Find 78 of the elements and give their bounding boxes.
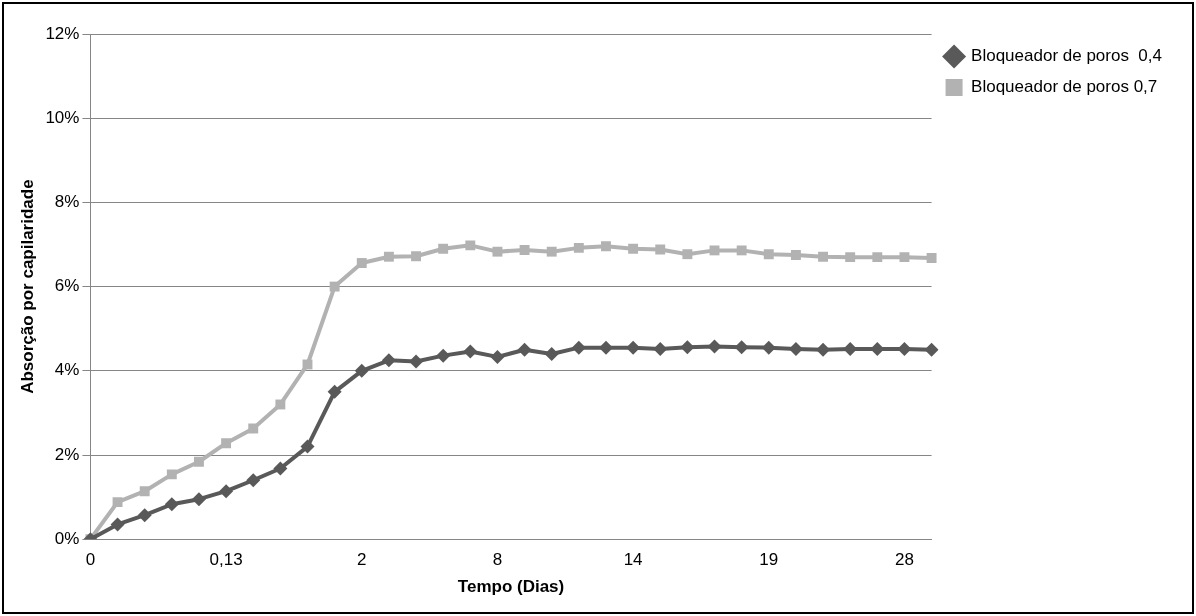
point (818, 251, 828, 262)
point (709, 245, 720, 256)
x-tick-label: 0,13 (209, 550, 243, 570)
y-tick-label: 4% (54, 360, 80, 380)
y-tick-label: 2% (54, 444, 80, 464)
point (327, 384, 342, 399)
legend-label: Bloqueador de poros 0,4 (971, 46, 1162, 66)
point (409, 354, 424, 369)
point (194, 456, 204, 467)
point (166, 469, 177, 480)
point (626, 340, 641, 355)
point (573, 242, 584, 253)
point (436, 348, 451, 363)
point (110, 517, 125, 532)
x-tick-label: 0 (85, 550, 96, 570)
point (845, 252, 856, 263)
point (191, 492, 206, 507)
point (381, 353, 396, 368)
point (628, 243, 639, 254)
point (139, 486, 150, 497)
point (546, 246, 557, 257)
x-tick-label: 19 (759, 550, 779, 570)
y-tick-label: 12% (45, 23, 80, 43)
point (137, 508, 152, 523)
point (492, 246, 503, 257)
point (112, 497, 123, 508)
point (926, 253, 937, 263)
point (680, 340, 695, 355)
point (221, 438, 232, 449)
point (598, 340, 613, 355)
x-tick-label: 2 (357, 550, 367, 570)
point (354, 363, 369, 378)
point (736, 245, 747, 256)
x-tick-label: 28 (894, 550, 914, 570)
x-axis-title: Tempo (Dias) (457, 577, 565, 597)
point (761, 340, 776, 355)
point (601, 241, 611, 252)
point (899, 252, 910, 263)
point (788, 341, 803, 356)
point (438, 243, 449, 254)
point (924, 342, 939, 357)
point (655, 244, 666, 255)
point (219, 484, 234, 499)
point (816, 342, 831, 357)
point (273, 461, 288, 476)
point (897, 341, 912, 356)
point (275, 399, 286, 410)
point (517, 342, 532, 357)
point (246, 473, 261, 488)
point (300, 439, 315, 454)
x-tick-label: 14 (623, 550, 643, 570)
point (571, 340, 586, 355)
point (463, 344, 478, 359)
point (329, 281, 340, 292)
point (383, 251, 394, 262)
point (356, 258, 367, 268)
point (707, 339, 722, 354)
x-tick-label: 8 (492, 550, 503, 570)
point (734, 340, 749, 355)
y-tick-label: 8% (54, 192, 80, 212)
point (490, 349, 505, 364)
point (519, 245, 530, 255)
point (465, 240, 476, 251)
y-axis-title: Absorção por capilaridade (17, 179, 37, 394)
point (164, 497, 179, 512)
point (411, 251, 421, 262)
y-tick-label: 10% (45, 107, 80, 127)
point (653, 341, 668, 356)
point (870, 341, 885, 356)
point (544, 346, 559, 361)
point (872, 252, 883, 263)
point (682, 249, 693, 260)
y-tick-label: 0% (54, 528, 80, 548)
point (763, 249, 774, 260)
point (790, 250, 801, 260)
point (248, 423, 259, 434)
legend-label: Bloqueador de poros 0,7 (971, 77, 1158, 97)
y-tick-label: 6% (54, 276, 80, 296)
